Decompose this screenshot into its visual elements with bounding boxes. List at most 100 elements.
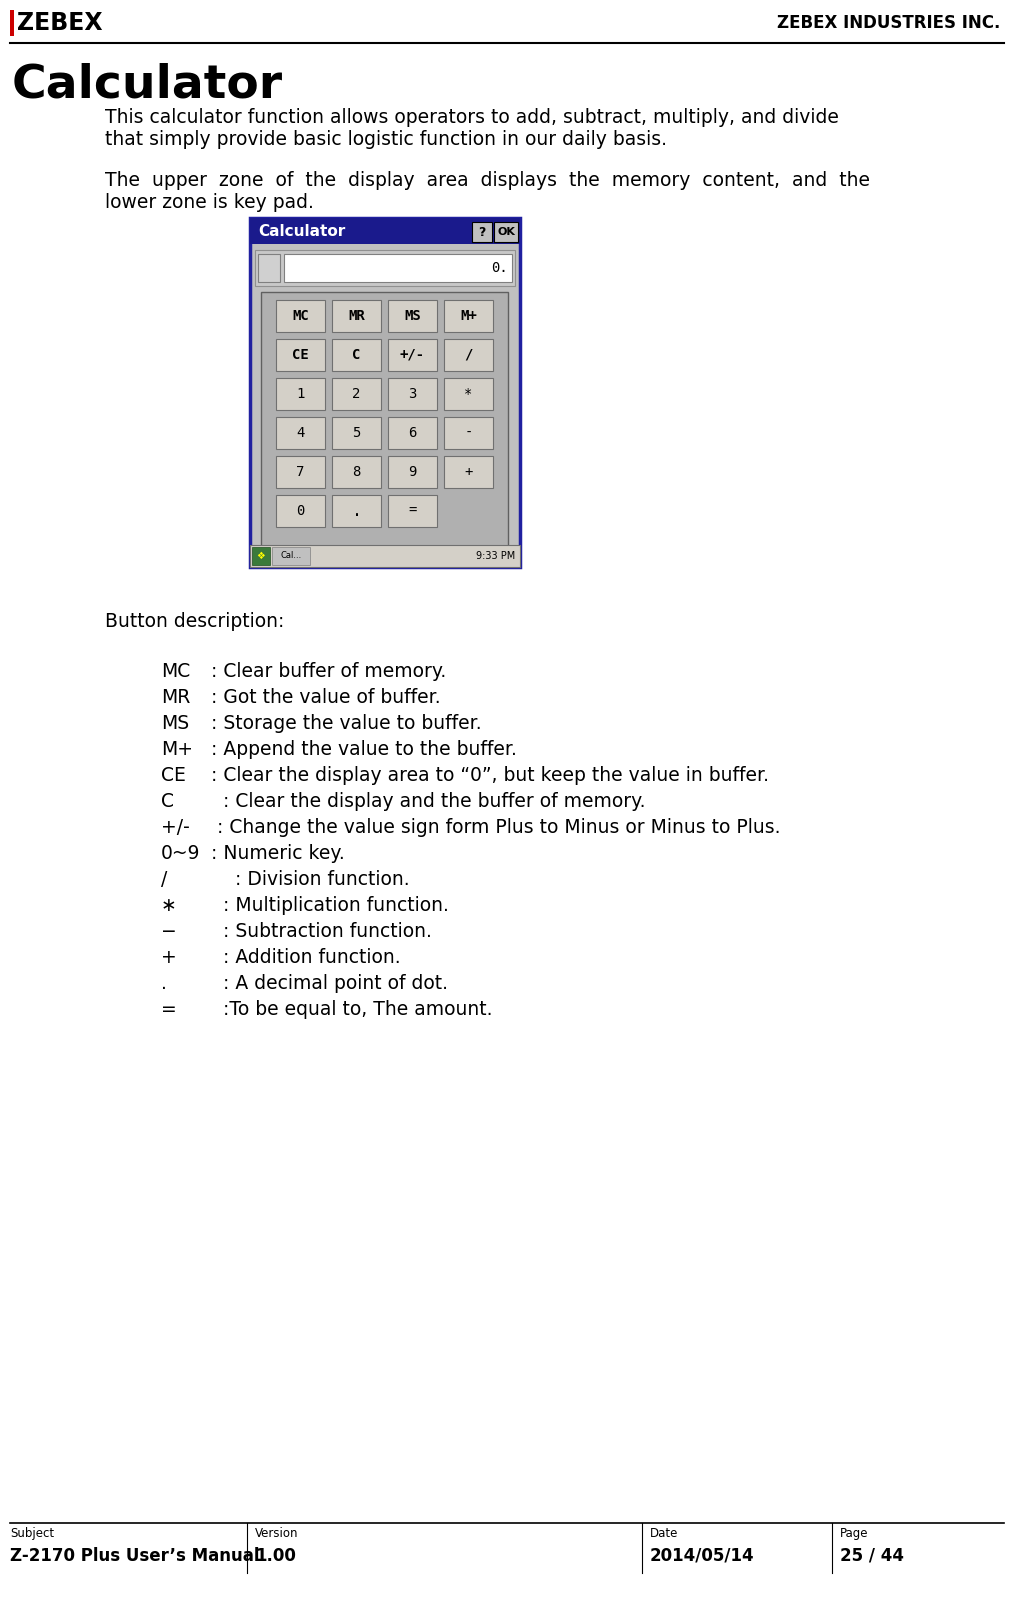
Text: Cal...: Cal...	[281, 551, 301, 561]
Text: MR: MR	[161, 689, 191, 706]
Bar	[332, 339, 381, 371]
Text: The  upper  zone  of  the  display  area  displays  the  memory  content,  and  : The upper zone of the display area displ…	[105, 171, 870, 190]
Text: =: =	[161, 1000, 176, 1020]
Text: : Storage the value to buffer.: : Storage the value to buffer.	[205, 714, 482, 733]
Text: Z-2170 Plus User’s Manual: Z-2170 Plus User’s Manual	[10, 1547, 260, 1564]
Text: ∗: ∗	[161, 896, 176, 916]
Bar	[276, 417, 325, 449]
Text: ZEBEX INDUSTRIES INC.: ZEBEX INDUSTRIES INC.	[777, 14, 1000, 32]
Text: 7: 7	[296, 465, 304, 479]
Text: MR: MR	[348, 308, 365, 323]
Bar	[261, 292, 508, 550]
Bar	[494, 222, 518, 241]
Text: M+: M+	[460, 308, 477, 323]
Text: : A decimal point of dot.: : A decimal point of dot.	[205, 975, 448, 992]
Bar	[472, 222, 492, 241]
Text: : Change the value sign form Plus to Minus or Minus to Plus.: : Change the value sign form Plus to Min…	[205, 818, 781, 837]
Text: ?: ?	[479, 225, 486, 238]
Bar	[284, 254, 512, 281]
Bar	[444, 339, 493, 371]
Text: Calculator: Calculator	[12, 62, 283, 109]
Bar	[250, 217, 520, 567]
Bar	[388, 417, 437, 449]
Text: MS: MS	[405, 308, 421, 323]
Text: MC: MC	[292, 308, 309, 323]
Text: .: .	[352, 502, 362, 519]
Text: 9: 9	[409, 465, 417, 479]
Text: +: +	[161, 948, 176, 967]
Text: 0~9: 0~9	[161, 844, 201, 863]
Text: 1: 1	[296, 387, 304, 401]
Bar	[10, 10, 14, 37]
Bar	[332, 417, 381, 449]
Bar	[388, 300, 437, 332]
Text: C: C	[352, 348, 361, 363]
Text: ZEBEX: ZEBEX	[17, 11, 102, 35]
Text: 2: 2	[352, 387, 361, 401]
Bar	[258, 254, 280, 281]
Text: M+: M+	[161, 740, 193, 759]
Text: 2014/05/14: 2014/05/14	[650, 1547, 754, 1564]
Text: Page: Page	[840, 1528, 869, 1540]
Text: that simply provide basic logistic function in our daily basis.: that simply provide basic logistic funct…	[105, 129, 667, 149]
Bar	[444, 300, 493, 332]
Text: 3: 3	[409, 387, 417, 401]
Text: :To be equal to, The amount.: :To be equal to, The amount.	[205, 1000, 493, 1020]
Bar	[388, 379, 437, 411]
Text: -: -	[464, 427, 473, 439]
Text: =: =	[409, 503, 417, 518]
Text: +: +	[464, 465, 473, 479]
Bar	[388, 339, 437, 371]
Text: *: *	[464, 387, 473, 401]
Bar	[332, 300, 381, 332]
Text: Date: Date	[650, 1528, 678, 1540]
Text: : Clear the display area to “0”, but keep the value in buffer.: : Clear the display area to “0”, but kee…	[205, 765, 769, 785]
Text: : Addition function.: : Addition function.	[205, 948, 401, 967]
Bar	[388, 455, 437, 487]
Text: +/-: +/-	[161, 818, 190, 837]
Bar	[276, 339, 325, 371]
Text: : Subtraction function.: : Subtraction function.	[205, 922, 432, 941]
Text: 6: 6	[409, 427, 417, 439]
Bar	[250, 217, 520, 244]
Text: MS: MS	[161, 714, 190, 733]
Text: OK: OK	[497, 227, 515, 237]
Text: 8: 8	[352, 465, 361, 479]
Text: CE: CE	[161, 765, 186, 785]
Bar	[272, 547, 310, 566]
Bar	[250, 545, 520, 567]
Text: 0.: 0.	[491, 260, 508, 275]
Text: +/-: +/-	[400, 348, 425, 363]
Text: ❖: ❖	[257, 551, 266, 561]
Text: This calculator function allows operators to add, subtract, multiply, and divide: This calculator function allows operator…	[105, 109, 839, 126]
Text: Calculator: Calculator	[258, 224, 345, 238]
Bar	[332, 495, 381, 527]
Text: /: /	[161, 869, 167, 888]
Bar	[388, 495, 437, 527]
Text: MC: MC	[161, 662, 191, 681]
Text: : Got the value of buffer.: : Got the value of buffer.	[205, 689, 441, 706]
Text: 9:33 PM: 9:33 PM	[476, 551, 515, 561]
Bar	[252, 547, 270, 566]
Text: CE: CE	[292, 348, 309, 363]
Text: .: .	[161, 975, 167, 992]
Text: : Clear buffer of memory.: : Clear buffer of memory.	[205, 662, 446, 681]
Text: Subject: Subject	[10, 1528, 54, 1540]
Text: C: C	[161, 793, 174, 812]
Text: : Division function.: : Division function.	[205, 869, 410, 888]
Text: : Multiplication function.: : Multiplication function.	[205, 896, 449, 916]
Bar	[276, 495, 325, 527]
Bar	[255, 249, 515, 286]
Text: Version: Version	[255, 1528, 298, 1540]
Bar	[276, 300, 325, 332]
Bar	[332, 379, 381, 411]
Bar	[276, 455, 325, 487]
Text: /: /	[464, 348, 473, 363]
Text: 5: 5	[352, 427, 361, 439]
Bar	[276, 379, 325, 411]
Text: 4: 4	[296, 427, 304, 439]
Text: 1.00: 1.00	[255, 1547, 296, 1564]
Bar	[444, 379, 493, 411]
Text: Button description:: Button description:	[105, 612, 284, 631]
Text: −: −	[161, 922, 176, 941]
